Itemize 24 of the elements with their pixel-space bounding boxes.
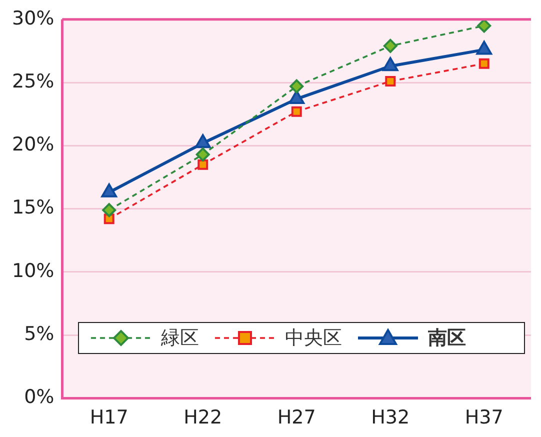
y-tick-label: 30% (12, 7, 54, 30)
legend-label: 緑区 (161, 326, 200, 352)
x-tick-label: H32 (371, 406, 410, 429)
x-tick-label: H27 (277, 406, 316, 429)
legend-label: 南区 (428, 326, 466, 352)
y-tick-label: 0% (24, 386, 54, 408)
x-tick-label: H17 (90, 406, 128, 429)
y-tick-label: 25% (12, 70, 54, 92)
y-tick-label: 10% (12, 260, 54, 282)
point (385, 76, 396, 87)
x-tick-label: H37 (464, 406, 504, 429)
y-tick-label: 15% (12, 196, 54, 219)
point (198, 159, 208, 170)
point (290, 79, 304, 94)
point (478, 58, 490, 69)
point (383, 38, 398, 53)
legend-label: 中央区 (285, 326, 342, 352)
point (196, 148, 210, 162)
y-tick-label: 5% (24, 323, 54, 346)
point (102, 203, 116, 218)
point (477, 19, 492, 33)
x-tick-label: H22 (184, 406, 222, 429)
y-tick-label: 20% (12, 134, 54, 156)
point (291, 106, 302, 117)
